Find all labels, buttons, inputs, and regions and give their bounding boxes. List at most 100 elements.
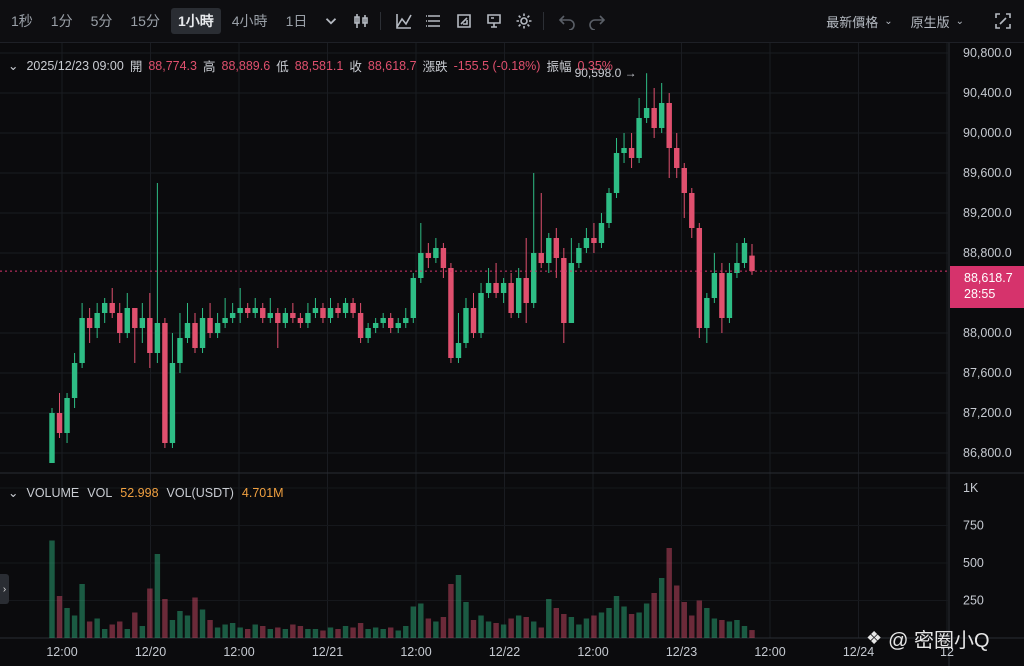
candle-body[interactable]: [418, 253, 424, 278]
candle-body[interactable]: [463, 308, 469, 343]
candle-body[interactable]: [147, 318, 153, 353]
candle-body[interactable]: [132, 308, 138, 328]
candle-body[interactable]: [658, 103, 665, 128]
candle-body[interactable]: [410, 278, 416, 318]
list-icon[interactable]: [421, 8, 447, 34]
candle-body[interactable]: [508, 283, 514, 313]
drawing-tool-icon[interactable]: [451, 8, 477, 34]
timeframe-button[interactable]: 1分: [50, 13, 73, 29]
candle-body[interactable]: [613, 153, 620, 193]
candle-body[interactable]: [124, 308, 130, 333]
candle-body[interactable]: [674, 148, 680, 168]
candle-body[interactable]: [109, 303, 115, 313]
candle-body[interactable]: [252, 308, 258, 313]
candle-body[interactable]: [440, 248, 447, 268]
candle-body[interactable]: [628, 148, 635, 158]
candle-body[interactable]: [538, 253, 544, 263]
candle-body[interactable]: [335, 308, 341, 313]
candle-body[interactable]: [689, 193, 695, 228]
candle-body[interactable]: [64, 398, 70, 433]
candle-body[interactable]: [342, 303, 349, 313]
redo-icon[interactable]: [584, 8, 610, 34]
candle-body[interactable]: [591, 238, 597, 243]
candle-body[interactable]: [357, 313, 364, 338]
candle-body[interactable]: [576, 248, 582, 263]
candle-body[interactable]: [177, 338, 183, 363]
candle-body[interactable]: [681, 168, 687, 193]
candle-body[interactable]: [734, 263, 740, 273]
candle-body[interactable]: [365, 328, 371, 338]
candle-body[interactable]: [290, 313, 296, 318]
fullscreen-icon[interactable]: [990, 8, 1016, 34]
template-icon[interactable]: [481, 8, 507, 34]
chevron-down-icon[interactable]: ⌄: [8, 59, 19, 73]
candle-body[interactable]: [388, 318, 394, 328]
candle-body[interactable]: [237, 308, 243, 313]
undo-icon[interactable]: [554, 8, 580, 34]
candle-body[interactable]: [704, 298, 710, 328]
candle-body[interactable]: [154, 323, 161, 353]
indicator-icon[interactable]: [391, 8, 417, 34]
candle-body[interactable]: [598, 223, 605, 243]
candle-body[interactable]: [162, 323, 168, 443]
candle-body[interactable]: [568, 263, 575, 323]
candle-body[interactable]: [350, 303, 356, 313]
candle-body[interactable]: [244, 308, 251, 313]
candle-body[interactable]: [56, 413, 63, 433]
candle-body[interactable]: [553, 238, 560, 258]
timeframe-button[interactable]: 1小時: [170, 8, 221, 34]
candle-body[interactable]: [184, 323, 191, 338]
timeframe-button[interactable]: 1秒: [11, 13, 33, 29]
candle-body[interactable]: [222, 318, 228, 323]
candle-body[interactable]: [79, 318, 85, 363]
candle-body[interactable]: [282, 313, 289, 323]
timeframe-button[interactable]: 1日: [285, 13, 308, 29]
chevron-down-icon[interactable]: [318, 8, 344, 34]
candle-body[interactable]: [425, 253, 432, 258]
candle-body[interactable]: [214, 323, 221, 333]
candle-body[interactable]: [651, 108, 657, 128]
candle-body[interactable]: [117, 313, 123, 333]
candle-body[interactable]: [71, 363, 78, 398]
candle-body[interactable]: [561, 258, 567, 323]
candle-body[interactable]: [395, 323, 401, 328]
candle-body[interactable]: [380, 318, 386, 323]
candle-body[interactable]: [372, 323, 379, 328]
candle-body[interactable]: [741, 243, 748, 263]
candle-body[interactable]: [433, 248, 439, 258]
candle-body[interactable]: [719, 273, 725, 318]
candle-body[interactable]: [267, 313, 273, 318]
candle-body[interactable]: [726, 273, 733, 318]
candle-body[interactable]: [260, 308, 266, 318]
timeframe-button[interactable]: 5分: [90, 13, 113, 29]
candle-body[interactable]: [515, 278, 522, 313]
candle-body[interactable]: [207, 318, 213, 333]
candle-body[interactable]: [749, 255, 755, 272]
candle-body[interactable]: [320, 308, 326, 318]
candle-body[interactable]: [327, 308, 334, 318]
candle-body[interactable]: [493, 283, 499, 293]
candle-body[interactable]: [470, 308, 477, 333]
candle-body[interactable]: [169, 363, 176, 443]
candle-body[interactable]: [229, 313, 236, 318]
candle-body[interactable]: [696, 228, 703, 328]
candle-body[interactable]: [403, 318, 409, 323]
candle-body[interactable]: [531, 253, 537, 303]
candle-body[interactable]: [297, 318, 304, 323]
candle-body[interactable]: [621, 148, 627, 153]
candle-body[interactable]: [666, 103, 672, 148]
candle-body[interactable]: [199, 318, 206, 348]
candle-body[interactable]: [448, 268, 454, 358]
candle-body[interactable]: [455, 343, 462, 358]
candle-body[interactable]: [101, 303, 108, 313]
candle-body[interactable]: [86, 318, 93, 328]
timeframe-button[interactable]: 4小時: [231, 13, 268, 29]
candle-body[interactable]: [523, 278, 529, 303]
candle-body[interactable]: [275, 313, 281, 323]
settings-gear-icon[interactable]: [511, 8, 537, 34]
price-type-dropdown[interactable]: 最新價格 ⌄: [826, 12, 892, 31]
candlestick-chart[interactable]: 90,800.0 90,400.0 90,000.0 89,600.0 89,200.0…: [0, 43, 1024, 666]
candle-body[interactable]: [485, 283, 492, 293]
candle-body[interactable]: [606, 193, 612, 223]
candle-body[interactable]: [583, 238, 590, 248]
